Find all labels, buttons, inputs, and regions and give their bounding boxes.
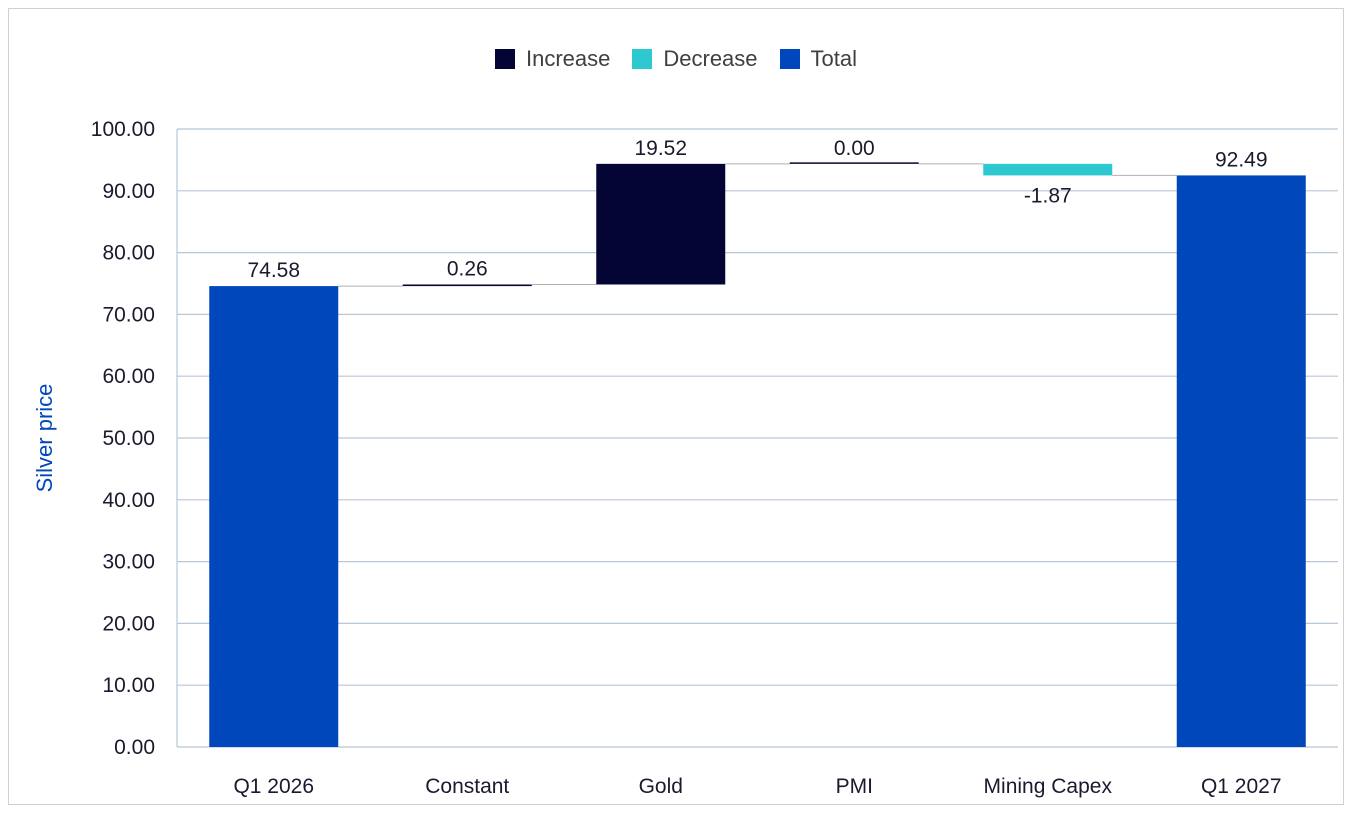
legend-swatch-increase [494, 49, 515, 69]
bar-layer [209, 162, 1306, 747]
legend-swatch-total [779, 49, 800, 69]
data-label: 0.26 [447, 257, 488, 280]
grid-layer [176, 128, 1338, 748]
data-label: 19.52 [634, 137, 687, 160]
y-tick-label: 10.00 [102, 674, 155, 697]
y-tick-label: 60.00 [102, 365, 155, 388]
y-tick-label: 0.00 [114, 736, 155, 759]
y-tick-label: 90.00 [102, 180, 155, 203]
y-axis-title: Silver price [32, 384, 57, 493]
y-tick-label: 50.00 [102, 427, 155, 450]
data-label: -1.87 [1024, 184, 1072, 207]
x-category-label: Gold [639, 775, 683, 798]
legend-swatch-decrease [632, 49, 653, 69]
y-tick-label: 70.00 [102, 303, 155, 326]
y-axis-ticks: 0.00 10.00 20.00 30.00 40.00 50.00 60.00 70.00 8… [91, 118, 155, 759]
bar-constant [402, 284, 532, 287]
data-label-layer: 74.58 0.26 19.52 0.00 -1.87 92.49 [247, 137, 1267, 282]
bar-gold [596, 163, 726, 285]
y-tick-label: 30.00 [102, 551, 155, 574]
y-tick-label: 20.00 [102, 612, 155, 635]
connector-layer [338, 163, 1177, 287]
x-category-label: Q1 2026 [233, 775, 314, 798]
y-tick-label: 100.00 [91, 118, 155, 141]
y-tick-label: 80.00 [102, 242, 155, 265]
x-category-label: Mining Capex [984, 775, 1113, 798]
x-category-label: Constant [425, 775, 509, 798]
bar-q1-2027 [1176, 175, 1306, 747]
legend-label-increase: Increase [525, 46, 611, 71]
legend-item-decrease: Decrease [632, 46, 758, 72]
bar-mining-capex [983, 163, 1113, 176]
x-axis-categories: Q1 2026 Constant Gold PMI Mining Capex Q1 202… [233, 775, 1281, 798]
data-label: 92.49 [1215, 148, 1268, 171]
chart-legend: Increase Decrease Total [0, 46, 1352, 72]
legend-label-total: Total [810, 46, 858, 71]
y-tick-label: 40.00 [102, 489, 155, 512]
data-label: 74.58 [247, 259, 300, 282]
legend-item-increase: Increase [494, 46, 611, 72]
legend-label-decrease: Decrease [663, 46, 758, 71]
x-category-label: Q1 2027 [1201, 775, 1282, 798]
x-category-label: PMI [836, 775, 873, 798]
bar-pmi [789, 162, 919, 164]
bar-q1-2026 [209, 286, 339, 747]
data-label: 0.00 [834, 137, 875, 160]
legend-item-total: Total [779, 46, 858, 72]
